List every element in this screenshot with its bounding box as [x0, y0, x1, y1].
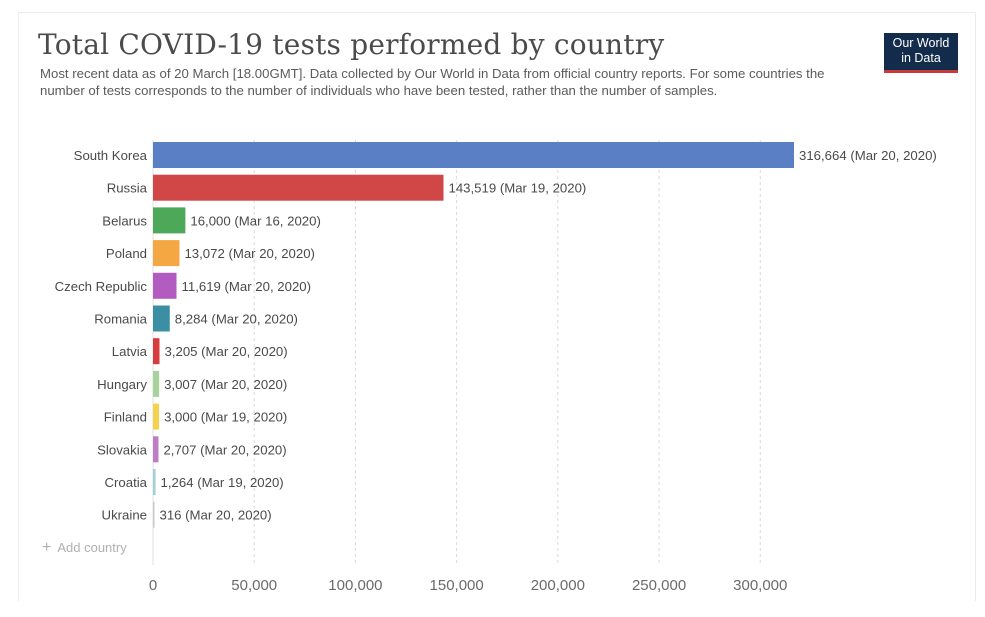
category-label: Romania [94, 312, 147, 327]
plus-icon: + [42, 539, 52, 556]
category-label: South Korea [74, 148, 148, 163]
x-tick-label: 250,000 [632, 577, 686, 594]
bar [153, 272, 177, 299]
x-tick-label: 0 [149, 577, 157, 594]
bar [153, 338, 160, 365]
value-label: 143,519 (Mar 19, 2020) [449, 181, 587, 196]
value-label: 316,664 (Mar 20, 2020) [799, 148, 937, 163]
category-label: Finland [104, 410, 147, 425]
bar [153, 370, 160, 397]
value-label: 316 (Mar 20, 2020) [160, 508, 272, 523]
chart-card [18, 12, 976, 602]
add-country-button[interactable]: + Add country [42, 539, 127, 557]
x-tick-label: 150,000 [430, 577, 484, 594]
x-tick-label: 50,000 [231, 577, 277, 594]
bar [153, 142, 794, 168]
chart-subtitle: Most recent data as of 20 March [18.00GM… [40, 66, 825, 98]
bar [153, 403, 160, 430]
value-label: 2,707 (Mar 20, 2020) [163, 442, 286, 457]
value-label: 3,007 (Mar 20, 2020) [164, 377, 287, 392]
x-tick-label: 100,000 [328, 577, 382, 594]
x-tick-label: 200,000 [531, 577, 585, 594]
bar [153, 174, 444, 201]
category-label: Latvia [112, 344, 148, 359]
category-label: Croatia [104, 475, 147, 490]
category-label: Czech Republic [55, 279, 148, 294]
category-label: Belarus [102, 213, 147, 228]
value-label: 16,000 (Mar 16, 2020) [190, 213, 321, 228]
value-label: 3,000 (Mar 19, 2020) [164, 410, 287, 425]
value-label: 1,264 (Mar 19, 2020) [161, 475, 284, 490]
bottom-border-cover [0, 601, 985, 617]
value-label: 11,619 (Mar 20, 2020) [182, 279, 312, 294]
add-country-label: Add country [57, 540, 127, 555]
category-label: Poland [106, 246, 147, 261]
value-label: 8,284 (Mar 20, 2020) [175, 312, 298, 327]
category-label: Ukraine [102, 508, 147, 523]
bar [153, 469, 156, 495]
bar [153, 207, 186, 234]
category-label: Russia [107, 181, 148, 196]
bar [153, 240, 180, 267]
value-label: 13,072 (Mar 20, 2020) [184, 246, 314, 261]
bar [153, 305, 170, 332]
chart-title: Total COVID-19 tests performed by countr… [38, 28, 665, 61]
value-label: 3,205 (Mar 20, 2020) [164, 344, 287, 359]
bar [153, 436, 159, 463]
x-tick-label: 300,000 [733, 577, 787, 594]
bar [153, 501, 155, 528]
category-label: Slovakia [97, 442, 148, 457]
logo-line-1: Our World [892, 36, 950, 50]
logo-line-2: in Data [901, 51, 941, 65]
owid-logo[interactable]: Our World in Data [884, 33, 958, 73]
category-label: Hungary [97, 377, 147, 392]
